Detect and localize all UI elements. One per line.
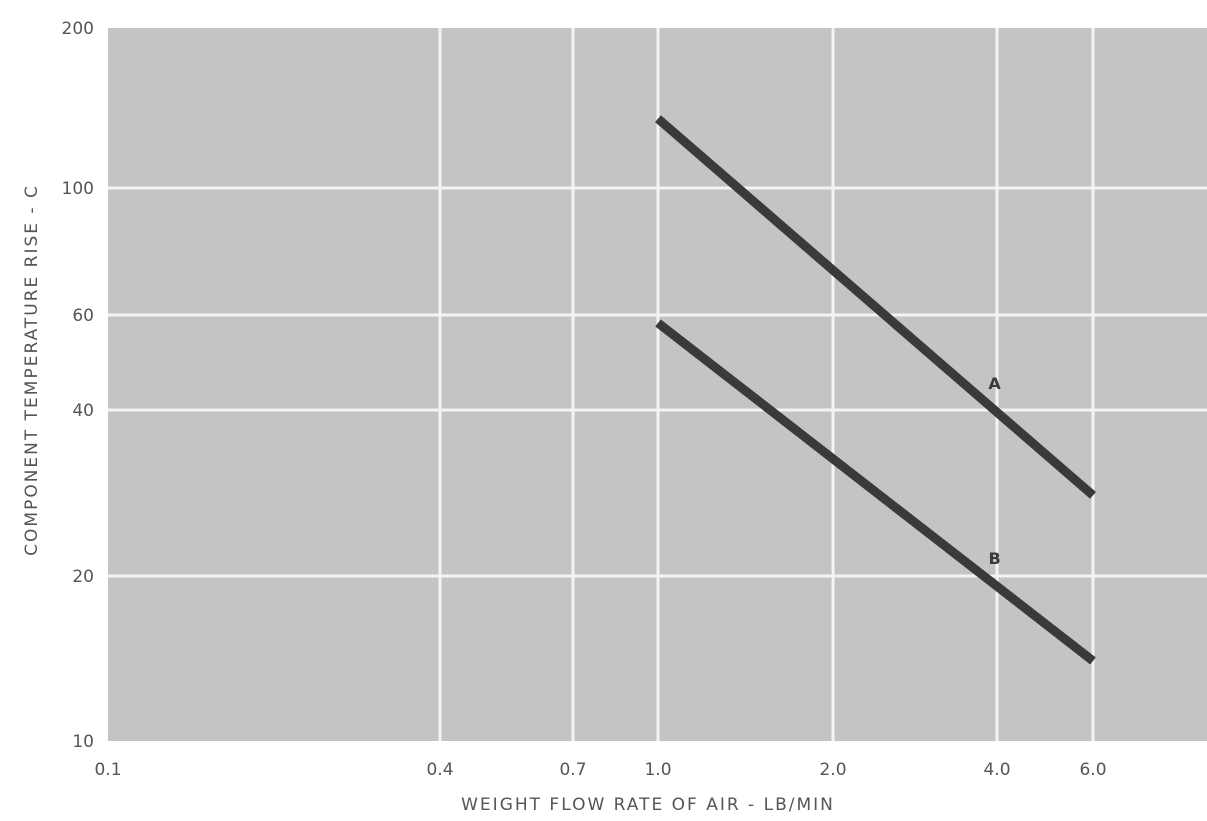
x-axis-title: WEIGHT FLOW RATE OF AIR - LB/MIN <box>461 795 835 815</box>
y-tick-label: 10 <box>72 732 94 752</box>
x-tick-label: 1.0 <box>644 760 671 780</box>
grid <box>108 28 1207 741</box>
series-line-a <box>655 115 1096 499</box>
y-tick-label: 200 <box>62 19 94 39</box>
x-tick-label: 0.7 <box>559 760 586 780</box>
y-tick-label: 20 <box>72 567 94 587</box>
tick-labels: 0.1 0.4 0.7 1.0 2.0 4.0 6.0 10 20 40 60 100 200 <box>62 19 1107 780</box>
x-tick-label: 0.1 <box>94 760 121 780</box>
series-label-a: A <box>988 374 1001 393</box>
x-tick-label: 4.0 <box>983 760 1010 780</box>
y-tick-label: 60 <box>72 306 94 326</box>
x-tick-label: 0.4 <box>426 760 453 780</box>
y-tick-label: 40 <box>72 401 94 421</box>
series-label-b: B <box>988 549 1000 568</box>
x-tick-label: 6.0 <box>1079 760 1106 780</box>
y-axis-title: COMPONENT TEMPERATURE RISE - C <box>22 184 42 556</box>
series-line-b <box>655 319 1096 665</box>
series-layer: AB <box>655 115 1096 665</box>
y-tick-label: 100 <box>62 179 94 199</box>
x-tick-label: 2.0 <box>819 760 846 780</box>
